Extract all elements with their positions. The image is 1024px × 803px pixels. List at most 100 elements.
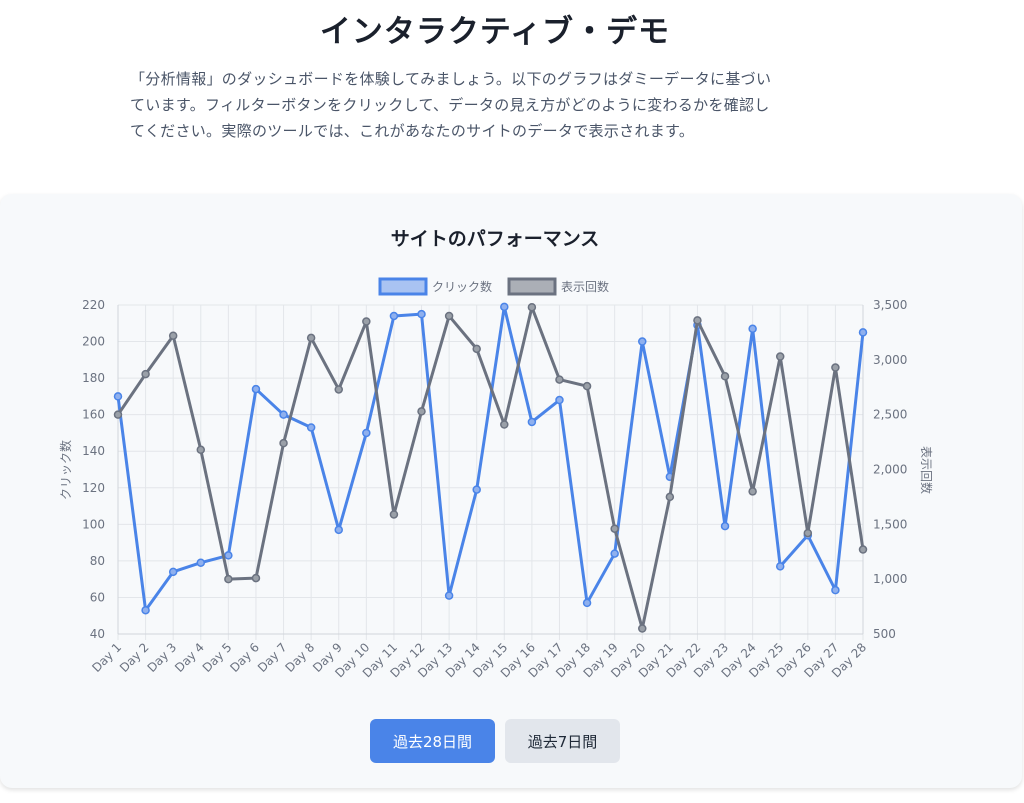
y-left-tick-label: 200 <box>82 335 105 349</box>
legend[interactable]: クリック数 表示回数 <box>378 277 609 296</box>
data-point-impressions[interactable] <box>113 410 123 419</box>
data-point-impressions[interactable] <box>610 524 619 533</box>
data-point-clicks[interactable] <box>610 549 619 558</box>
data-point-impressions[interactable] <box>665 492 675 502</box>
data-point-impressions[interactable] <box>334 385 343 394</box>
data-point-clicks[interactable] <box>748 324 757 334</box>
grid <box>117 304 864 640</box>
data-point-clicks[interactable] <box>362 428 371 438</box>
data-point-impressions[interactable] <box>775 352 785 361</box>
data-point-clicks[interactable] <box>720 521 730 531</box>
data-point-impressions[interactable] <box>196 445 206 455</box>
y-axis-left: 40 60 80 100 120 140 160 180 200 220 <box>82 298 105 641</box>
data-point-impressions[interactable] <box>858 545 868 554</box>
range-28-days-button[interactable]: 過去28日間 <box>370 719 495 763</box>
data-point-impressions[interactable] <box>472 344 481 354</box>
series-line-impressions <box>116 305 865 631</box>
data-point-clicks[interactable] <box>279 410 288 419</box>
description-line: 「分析情報」のダッシュボードを体験してみましょう。以下のグラフはダミーデータに基… <box>130 70 772 88</box>
data-point-impressions[interactable] <box>831 363 840 372</box>
description-line: ています。フィルターボタンをクリックして、データの見え方がどのように変わるかを確… <box>130 96 770 114</box>
chart-title: サイトのパフォーマンス <box>391 228 600 250</box>
x-tick-label: Day 2 <box>117 640 152 675</box>
data-point-clicks[interactable] <box>472 485 481 494</box>
y-right-tick-label: 3,000 <box>873 353 907 367</box>
data-point-impressions[interactable] <box>168 331 178 340</box>
data-point-clicks[interactable] <box>858 328 868 337</box>
data-point-clicks[interactable] <box>831 585 840 595</box>
data-point-impressions[interactable] <box>693 316 702 325</box>
data-point-impressions[interactable] <box>141 369 150 379</box>
data-point-impressions[interactable] <box>720 372 730 381</box>
data-point-clicks[interactable] <box>224 551 233 560</box>
data-point-impressions[interactable] <box>389 510 399 519</box>
data-point-impressions[interactable] <box>500 420 509 429</box>
y-right-tick-label: 1,000 <box>873 572 907 586</box>
data-point-clicks[interactable] <box>500 302 509 312</box>
y-right-tick-label: 2,000 <box>873 463 907 477</box>
data-point-impressions[interactable] <box>306 333 316 343</box>
data-point-clicks[interactable] <box>527 417 537 427</box>
data-point-impressions[interactable] <box>417 407 426 416</box>
data-point-clicks[interactable] <box>141 605 150 615</box>
series-layer <box>113 302 868 633</box>
legend-swatch-impressions[interactable] <box>507 277 557 296</box>
legend-swatch-clicks[interactable] <box>378 277 428 296</box>
page-title: インタラクティブ・デモ <box>319 14 671 50</box>
data-point-impressions[interactable] <box>527 302 537 312</box>
data-point-impressions[interactable] <box>444 311 454 321</box>
data-point-clicks[interactable] <box>334 525 343 535</box>
data-point-impressions[interactable] <box>582 381 592 391</box>
range-filter: 過去28日間 過去7日間 <box>0 719 990 763</box>
y-right-tick-label: 2,500 <box>873 408 907 422</box>
y-left-tick-label: 160 <box>82 408 105 422</box>
data-point-impressions[interactable] <box>803 528 813 538</box>
y-left-tick-label: 140 <box>82 444 105 458</box>
x-tick-label: Day 3 <box>145 640 180 675</box>
data-point-clicks[interactable] <box>775 562 785 571</box>
data-point-clicks[interactable] <box>389 311 399 321</box>
data-point-clicks[interactable] <box>196 558 206 567</box>
y-left-tick-label: 220 <box>82 298 105 312</box>
x-tick-label: Day 1 <box>89 640 124 675</box>
data-point-impressions[interactable] <box>251 573 261 583</box>
data-point-impressions[interactable] <box>748 487 757 496</box>
range-7-days-button[interactable]: 過去7日間 <box>505 719 620 763</box>
y-axis-left-label: クリック数 <box>58 440 73 500</box>
y-left-tick-label: 120 <box>82 481 105 495</box>
y-right-tick-label: 1,500 <box>873 517 907 531</box>
y-left-tick-label: 60 <box>90 590 105 604</box>
page-description: 「分析情報」のダッシュボードを体験してみましょう。以下のグラフはダミーデータに基… <box>130 66 870 144</box>
legend-label-clicks[interactable]: クリック数 <box>432 279 492 294</box>
y-left-tick-label: 180 <box>82 371 105 385</box>
description-line: てください。実際のツールでは、これがあなたのサイトのデータで表示されます。 <box>130 122 695 140</box>
data-point-clicks[interactable] <box>582 598 592 608</box>
data-point-clicks[interactable] <box>251 384 261 394</box>
data-point-clicks[interactable] <box>417 309 426 319</box>
data-point-clicks[interactable] <box>306 423 316 432</box>
data-point-clicks[interactable] <box>555 395 564 405</box>
y-right-tick-label: 500 <box>873 627 896 641</box>
data-point-impressions[interactable] <box>555 375 564 384</box>
series-line-clicks <box>116 305 865 612</box>
y-axis-right-label: 表示回数 <box>919 446 934 494</box>
data-point-clicks[interactable] <box>168 567 178 577</box>
data-point-clicks[interactable] <box>113 392 123 401</box>
y-left-tick-label: 100 <box>82 517 105 531</box>
data-point-impressions[interactable] <box>279 438 288 448</box>
y-right-tick-label: 3,500 <box>873 298 907 312</box>
data-point-clicks[interactable] <box>444 591 454 600</box>
x-tick-label: Day 7 <box>255 640 290 675</box>
x-tick-label: Day 8 <box>283 640 318 675</box>
y-axis-right: 500 1,000 1,500 2,000 2,500 3,000 3,500 <box>873 298 907 641</box>
x-tick-label: Day 5 <box>200 640 235 675</box>
data-point-clicks[interactable] <box>638 337 647 346</box>
y-left-tick-label: 40 <box>90 627 105 641</box>
data-point-impressions[interactable] <box>362 317 371 326</box>
data-point-impressions[interactable] <box>224 574 233 584</box>
data-point-impressions[interactable] <box>638 624 647 633</box>
legend-label-impressions[interactable]: 表示回数 <box>561 279 609 294</box>
